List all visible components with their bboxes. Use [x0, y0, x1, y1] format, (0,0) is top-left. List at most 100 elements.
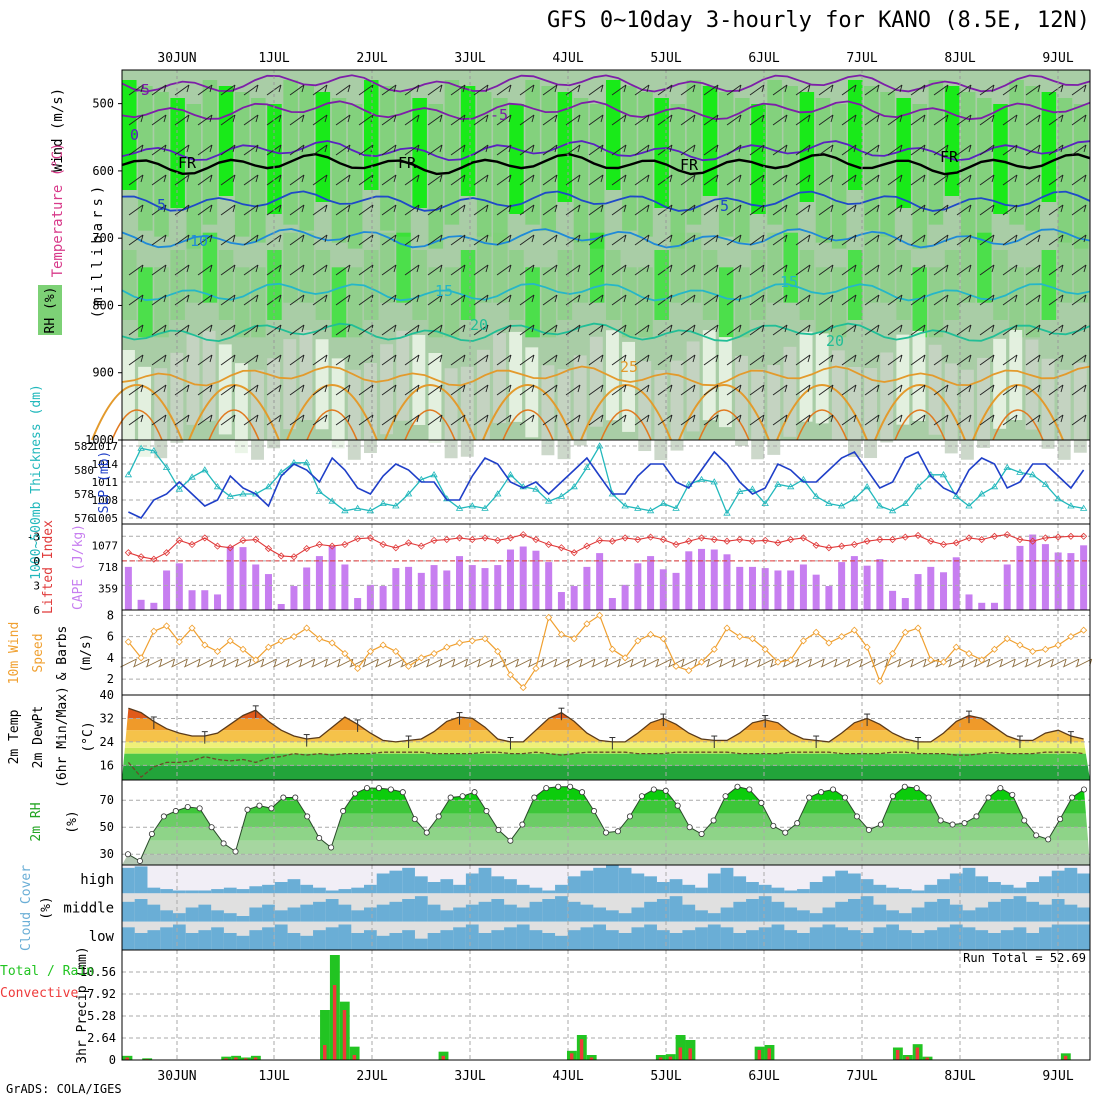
wind-barb: [416, 84, 420, 93]
date-label-bottom: 1JUL: [258, 1069, 289, 1084]
wind-barb: [174, 234, 190, 246]
wind-barb: [151, 414, 167, 426]
rh-streak: [170, 250, 185, 320]
wind-barb: [1060, 354, 1064, 363]
rh-point: [483, 808, 490, 815]
wind-barb: [876, 354, 880, 363]
contour-label: -5: [490, 106, 508, 124]
cape-bar: [354, 598, 362, 610]
wind-barb: [600, 414, 604, 423]
wind-barb: [669, 234, 673, 243]
cape-bar: [188, 590, 196, 610]
wind-barb: [853, 354, 857, 363]
cloud-cell-fill: [848, 899, 862, 922]
wind-barb: [1048, 174, 1064, 186]
wind-barb: [462, 264, 466, 273]
wind-barb-10m: [643, 659, 647, 667]
wind-barb: [278, 414, 282, 423]
wind-barb: [634, 264, 650, 276]
wind-barb: [795, 234, 811, 246]
thickness-point: [646, 507, 655, 514]
rh-point: [184, 803, 191, 810]
thickness-point: [162, 463, 171, 470]
cape-bar: [201, 590, 209, 610]
li-point: [481, 534, 489, 542]
cloud-cell-fill: [898, 913, 913, 922]
cloud-cell-fill: [988, 933, 1002, 950]
rh-point: [853, 813, 860, 820]
wind-barb-10m: [591, 658, 608, 668]
wind-barb: [818, 144, 834, 156]
wind-barb: [324, 264, 328, 273]
wind-speed-point: [685, 666, 693, 675]
wind-barb: [531, 294, 535, 303]
cloud-cell-fill: [160, 927, 174, 950]
wind-barb: [496, 294, 512, 306]
wind-barb: [669, 144, 673, 153]
wind-barb: [427, 354, 443, 366]
wind-barb-10m: [553, 658, 570, 668]
wind-barb: [922, 144, 926, 153]
wind-barb: [634, 144, 650, 156]
cloud-cell-fill: [656, 882, 671, 894]
cloud-cell-fill: [1077, 907, 1091, 922]
cloud-cell-fill: [351, 933, 365, 950]
wind-barb: [531, 234, 535, 243]
wind-barb: [738, 84, 742, 93]
cape-bar: [812, 574, 820, 610]
wind-barb: [186, 204, 190, 213]
wind-barb: [749, 144, 765, 156]
wind-barb: [703, 144, 719, 156]
cloud-cell-fill: [1039, 876, 1053, 894]
wind-speed-point: [290, 632, 298, 641]
wind-barb: [830, 324, 834, 333]
wind-barb: [933, 354, 949, 366]
cloud-cell-fill: [236, 935, 250, 950]
wind-barb: [657, 324, 673, 336]
wind-barb: [531, 114, 535, 123]
wind-barb-10m: [578, 658, 596, 668]
cloud-cell-fill: [707, 873, 722, 894]
wind-barb-10m: [159, 659, 163, 667]
cape-bar: [405, 566, 413, 610]
wind-barb: [220, 174, 236, 186]
wind-barb: [703, 324, 719, 336]
cape-bar: [748, 566, 756, 610]
rh-point: [722, 793, 729, 800]
wind-barb: [554, 114, 558, 123]
wind-barb: [715, 384, 719, 393]
slp-line: [128, 450, 1085, 520]
wind-barb-10m: [312, 659, 316, 667]
cloud-cell-bg: [211, 865, 225, 894]
wind-barb: [795, 354, 811, 366]
wind-barb: [496, 84, 512, 96]
wind-barb: [1071, 384, 1087, 396]
li-point: [939, 540, 948, 549]
thickness-point: [825, 499, 833, 506]
wind-barb: [473, 264, 489, 276]
wind-barb: [772, 324, 788, 336]
wind-barb-10m: [133, 659, 137, 667]
wind-barb: [473, 324, 489, 336]
wind-barb: [623, 174, 627, 183]
cape-bar: [965, 594, 973, 610]
li-point: [341, 540, 349, 549]
wind-barb: [209, 264, 213, 273]
rh-streak: [670, 232, 686, 303]
wind-barb: [473, 354, 489, 366]
li-point: [213, 542, 222, 550]
cape-bar: [150, 602, 158, 610]
rh-point: [136, 857, 143, 864]
rh-point: [352, 790, 359, 797]
wind-barb: [128, 84, 144, 96]
wind-barb: [232, 324, 236, 333]
rh-point: [244, 806, 251, 813]
wind-barb: [761, 84, 765, 93]
wind-barb: [1025, 174, 1041, 186]
wind-barb: [542, 294, 558, 306]
wind-barb: [761, 264, 765, 273]
wind-barb-10m: [248, 659, 252, 667]
thickness-point: [124, 471, 133, 478]
isotherm-dome: [502, 409, 554, 441]
rh-streak: [735, 355, 748, 446]
